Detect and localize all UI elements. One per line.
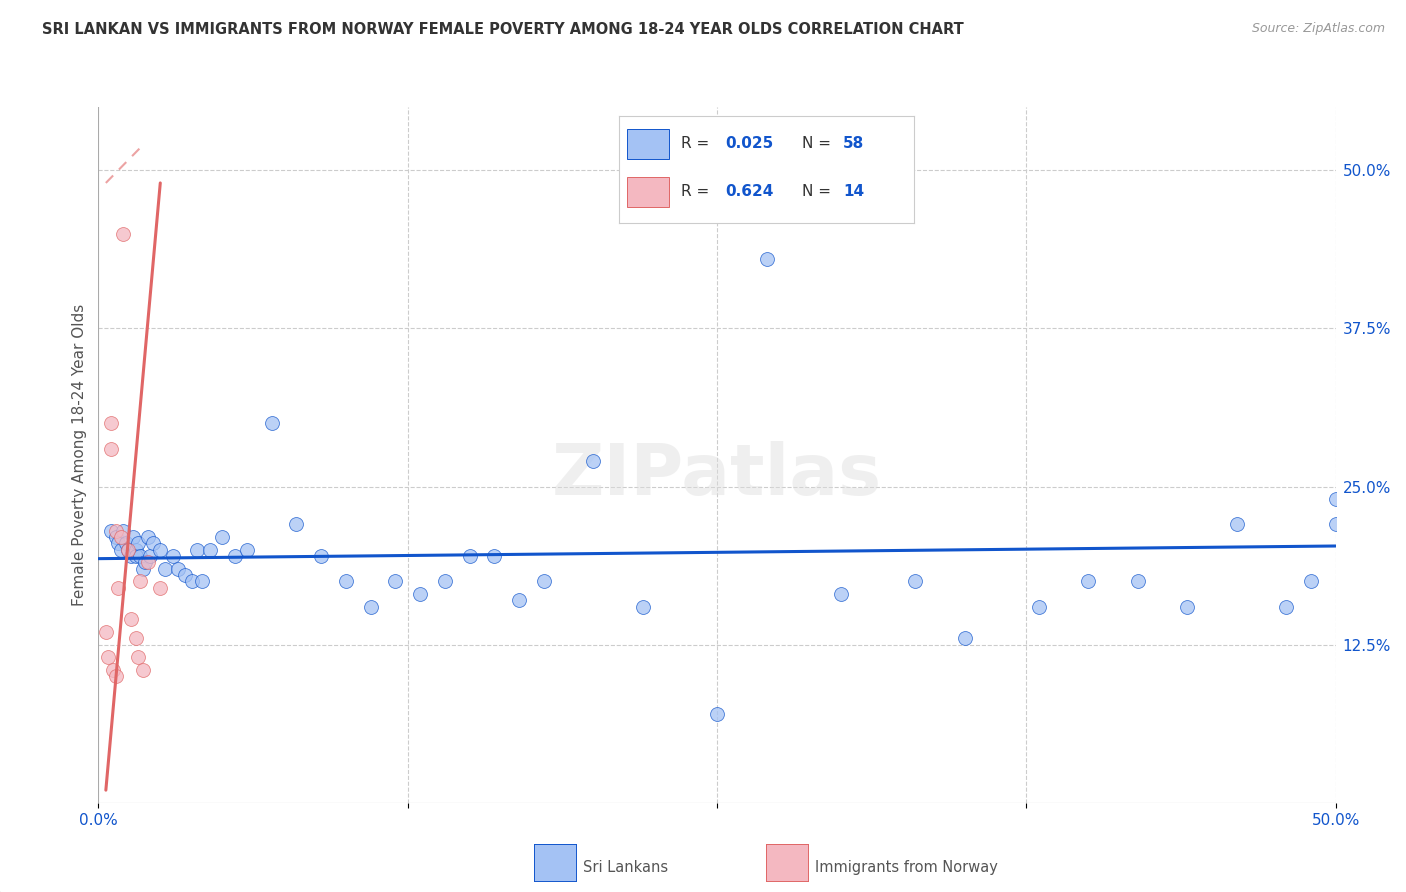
Text: SRI LANKAN VS IMMIGRANTS FROM NORWAY FEMALE POVERTY AMONG 18-24 YEAR OLDS CORREL: SRI LANKAN VS IMMIGRANTS FROM NORWAY FEM… [42, 22, 965, 37]
Point [97, 650, 120, 665]
Point [384, 574, 406, 589]
Point [198, 542, 221, 557]
Point [94, 625, 117, 640]
Point [117, 542, 139, 557]
Point [309, 549, 332, 563]
Point [139, 549, 162, 563]
Point [484, 549, 506, 563]
Point [181, 574, 204, 589]
Point [1275, 599, 1298, 614]
Point [166, 562, 188, 576]
Point [458, 549, 481, 563]
Point [127, 650, 149, 665]
Point [104, 524, 127, 538]
Point [360, 599, 382, 614]
Text: N =: N = [801, 185, 835, 200]
Point [127, 536, 149, 550]
Point [191, 574, 214, 589]
Point [174, 568, 197, 582]
Bar [627, 128, 669, 159]
Point [134, 556, 156, 570]
Bar [627, 177, 669, 207]
Point [1324, 517, 1347, 532]
Point [129, 574, 152, 589]
Point [1226, 517, 1249, 532]
Point [582, 454, 605, 468]
Text: ZIPatlas: ZIPatlas [553, 442, 882, 510]
Point [755, 252, 778, 266]
Point [142, 536, 165, 550]
Point [1077, 574, 1099, 589]
Text: 58: 58 [844, 136, 865, 152]
Point [129, 549, 152, 563]
Point [100, 524, 122, 538]
Point [132, 663, 155, 677]
Point [149, 542, 172, 557]
Point [508, 593, 530, 607]
Text: N =: N = [801, 136, 835, 152]
Point [104, 530, 127, 544]
Point [533, 574, 555, 589]
Point [224, 549, 246, 563]
Point [100, 442, 122, 456]
Point [149, 581, 172, 595]
Point [211, 530, 233, 544]
Point [285, 517, 308, 532]
Point [155, 562, 177, 576]
Point [631, 599, 654, 614]
Text: 0.025: 0.025 [725, 136, 773, 152]
Point [1324, 492, 1347, 507]
Y-axis label: Female Poverty Among 18-24 Year Olds: Female Poverty Among 18-24 Year Olds [72, 304, 87, 606]
Point [260, 417, 283, 431]
Point [124, 542, 146, 557]
Point [409, 587, 432, 601]
Point [112, 524, 135, 538]
Text: R =: R = [681, 185, 714, 200]
Text: Source: ZipAtlas.com: Source: ZipAtlas.com [1251, 22, 1385, 36]
Point [122, 530, 145, 544]
Point [830, 587, 852, 601]
Point [120, 612, 142, 626]
Point [1299, 574, 1322, 589]
Point [117, 542, 139, 557]
Point [107, 581, 129, 595]
Point [114, 536, 136, 550]
Point [110, 530, 132, 544]
Point [136, 556, 159, 570]
Point [1126, 574, 1149, 589]
Point [100, 417, 122, 431]
Point [1175, 599, 1198, 614]
Text: Immigrants from Norway: Immigrants from Norway [815, 860, 998, 874]
Point [104, 669, 127, 683]
Point [120, 549, 142, 563]
Point [124, 549, 146, 563]
Point [236, 542, 259, 557]
Text: 0.624: 0.624 [725, 185, 773, 200]
Point [124, 632, 146, 646]
Point [132, 562, 155, 576]
Point [162, 549, 184, 563]
Point [953, 632, 976, 646]
Point [112, 227, 135, 241]
Point [103, 663, 125, 677]
Point [904, 574, 927, 589]
Point [186, 542, 208, 557]
Point [136, 530, 159, 544]
Point [335, 574, 357, 589]
Point [110, 542, 132, 557]
Point [706, 707, 728, 722]
Point [433, 574, 456, 589]
Point [107, 536, 129, 550]
Text: Sri Lankans: Sri Lankans [583, 860, 669, 874]
Text: 14: 14 [844, 185, 865, 200]
Point [1028, 599, 1050, 614]
Text: R =: R = [681, 136, 714, 152]
